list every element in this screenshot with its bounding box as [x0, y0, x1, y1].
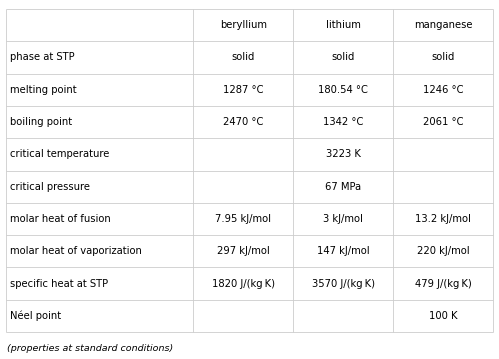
Text: phase at STP: phase at STP [10, 52, 75, 62]
Text: 180.54 °C: 180.54 °C [318, 85, 368, 95]
Text: critical temperature: critical temperature [10, 149, 109, 159]
Text: 2061 °C: 2061 °C [423, 117, 464, 127]
Text: 13.2 kJ/mol: 13.2 kJ/mol [415, 214, 471, 224]
Text: 100 K: 100 K [429, 311, 458, 321]
Text: critical pressure: critical pressure [10, 182, 90, 192]
Text: 220 kJ/mol: 220 kJ/mol [417, 246, 470, 256]
Text: (properties at standard conditions): (properties at standard conditions) [7, 344, 173, 353]
Text: 3 kJ/mol: 3 kJ/mol [323, 214, 363, 224]
Text: 147 kJ/mol: 147 kJ/mol [317, 246, 370, 256]
Text: 3223 K: 3223 K [326, 149, 361, 159]
Text: lithium: lithium [326, 20, 361, 30]
Text: 2470 °C: 2470 °C [223, 117, 263, 127]
Text: beryllium: beryllium [220, 20, 267, 30]
Text: 3570 J/(kg K): 3570 J/(kg K) [312, 279, 375, 289]
Text: 1820 J/(kg K): 1820 J/(kg K) [212, 279, 275, 289]
Text: molar heat of vaporization: molar heat of vaporization [10, 246, 142, 256]
Text: 1246 °C: 1246 °C [423, 85, 464, 95]
Text: Néel point: Néel point [10, 311, 61, 321]
Text: 1287 °C: 1287 °C [223, 85, 263, 95]
Text: 67 MPa: 67 MPa [325, 182, 361, 192]
Text: solid: solid [331, 52, 355, 62]
Text: boiling point: boiling point [10, 117, 72, 127]
Text: 297 kJ/mol: 297 kJ/mol [217, 246, 270, 256]
Text: melting point: melting point [10, 85, 77, 95]
Text: manganese: manganese [414, 20, 473, 30]
Text: 7.95 kJ/mol: 7.95 kJ/mol [216, 214, 271, 224]
Text: molar heat of fusion: molar heat of fusion [10, 214, 111, 224]
Text: 479 J/(kg K): 479 J/(kg K) [415, 279, 472, 289]
Text: 1342 °C: 1342 °C [323, 117, 363, 127]
Text: specific heat at STP: specific heat at STP [10, 279, 108, 289]
Text: solid: solid [232, 52, 255, 62]
Text: solid: solid [432, 52, 455, 62]
